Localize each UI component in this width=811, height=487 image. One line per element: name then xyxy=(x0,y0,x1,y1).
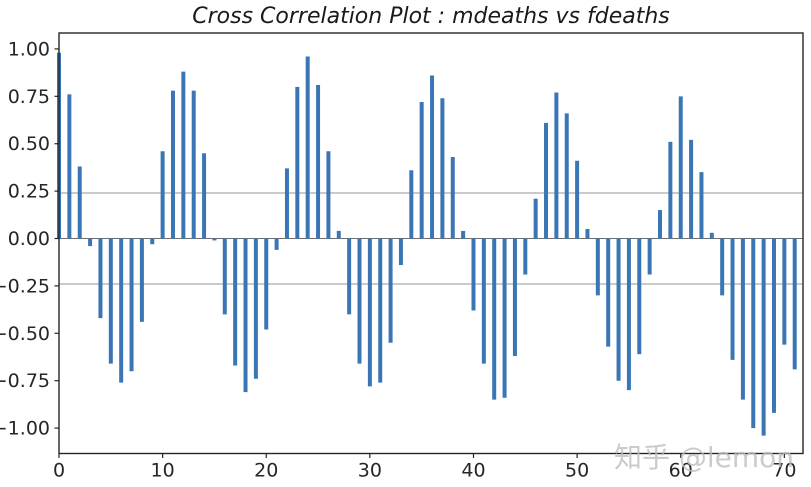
watermark: 知乎 @lemon xyxy=(614,441,794,474)
y-tick-label: −0.50 xyxy=(0,323,50,345)
y-axis-ticks: 1.00 0.75 0.50 0.25 0.00 −0.25 −0.50 −0.75 −1.00 xyxy=(0,38,59,440)
plot-border xyxy=(58,32,804,455)
x-axis-ticks: 0 10 20 30 40 50 60 70 xyxy=(53,453,796,482)
y-tick-label: 0.00 xyxy=(8,228,50,250)
y-tick-label: −0.75 xyxy=(0,370,50,392)
y-tick-label: 1.00 xyxy=(8,38,50,60)
y-tick-label: 0.75 xyxy=(8,86,50,108)
y-tick-label: −0.25 xyxy=(0,275,50,297)
y-tick-label: −1.00 xyxy=(0,418,50,440)
y-tick-label: 0.25 xyxy=(8,181,50,203)
x-tick-label: 70 xyxy=(772,460,796,482)
x-tick-label: 0 xyxy=(53,460,65,482)
x-tick-label: 50 xyxy=(565,460,589,482)
x-tick-label: 20 xyxy=(254,460,278,482)
axes-border xyxy=(58,32,804,455)
chart-title: Cross Correlation Plot : mdeaths vs fdea… xyxy=(192,4,670,29)
y-tick-label: 0.50 xyxy=(8,133,50,155)
ccf-bars xyxy=(57,52,797,436)
x-tick-label: 10 xyxy=(151,460,175,482)
x-tick-label: 40 xyxy=(461,460,485,482)
x-tick-label: 30 xyxy=(358,460,382,482)
x-tick-label: 60 xyxy=(669,460,693,482)
